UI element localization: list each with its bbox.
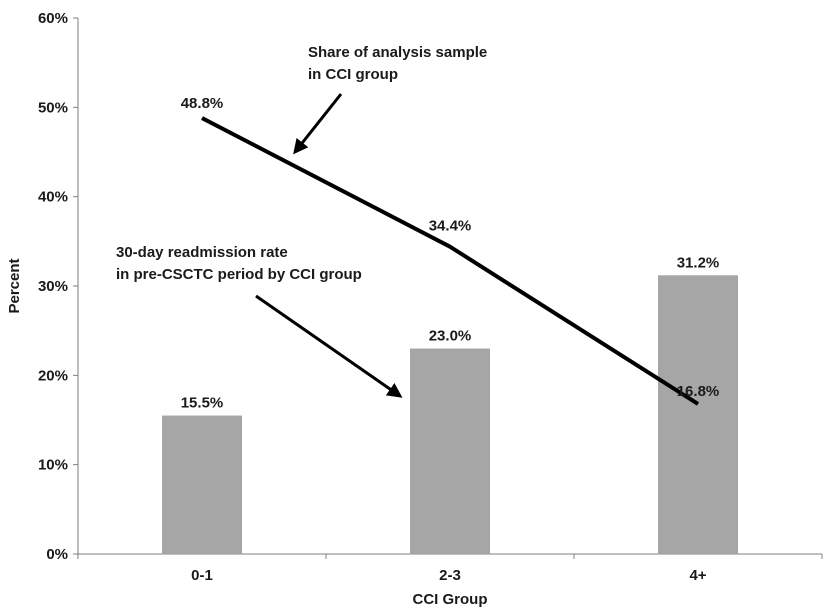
annotation-arrow [293, 93, 343, 155]
x-axis-title: CCI Group [413, 591, 488, 608]
bar [658, 275, 738, 554]
bar [410, 348, 490, 554]
y-tick-label: 60% [38, 10, 68, 27]
y-tick-label: 50% [38, 99, 68, 116]
bar-data-label: 31.2% [677, 254, 720, 271]
annotation-text: Share of analysis sample [308, 44, 487, 61]
data-labels: 15.5% 23.0% 31.2% 48.8% 34.4% 16.8% [181, 95, 720, 411]
x-tick-label: 2-3 [439, 567, 461, 584]
x-tick-label: 0-1 [191, 567, 213, 584]
annotation-arrow [255, 294, 403, 398]
annotations: Share of analysis sample in CCI group 30-d… [116, 44, 487, 398]
y-tick-label: 20% [38, 367, 68, 384]
line-data-label: 48.8% [181, 95, 224, 112]
bar-data-label: 23.0% [429, 328, 472, 345]
y-tick-label: 30% [38, 278, 68, 295]
bar-series [162, 275, 738, 554]
y-tick-label: 40% [38, 189, 68, 206]
annotation-text: 30-day readmission rate [116, 244, 288, 261]
x-tick-label: 4+ [689, 567, 706, 584]
line-data-label: 34.4% [429, 218, 472, 235]
annotation-text: in CCI group [308, 66, 398, 83]
series-line [201, 116, 700, 406]
y-tick-label: 0% [46, 546, 68, 563]
bar-data-label: 15.5% [181, 395, 224, 412]
y-tick-label: 10% [38, 457, 68, 474]
axes: 0% 10% 20% 30% 40% 50% 60% 0-1 2-3 4+ CCI Group Per… [6, 10, 823, 608]
line-data-label: 16.8% [677, 383, 720, 400]
annotation-text: in pre-CSCTC period by CCI group [116, 266, 362, 283]
y-axis-title: Percent [6, 258, 23, 313]
bar [162, 415, 242, 554]
line-series [201, 116, 700, 406]
